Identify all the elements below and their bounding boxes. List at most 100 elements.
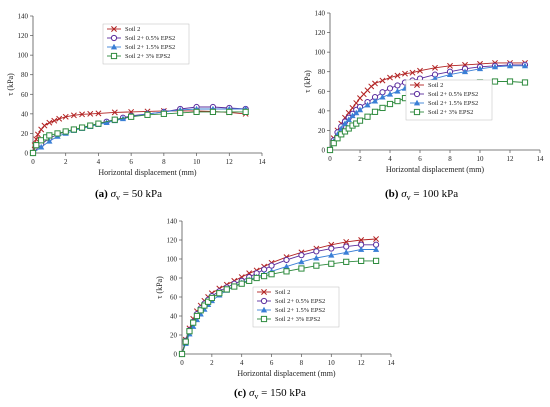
- data-point-b: [368, 83, 375, 90]
- data-point: [261, 273, 268, 280]
- data-point: [177, 109, 184, 116]
- data-point: [298, 258, 305, 265]
- y-tick-label: 140: [315, 10, 326, 18]
- data-point-b: [417, 67, 423, 74]
- legend-marker: [110, 52, 118, 60]
- data-point: [353, 109, 360, 116]
- x-tick-label: 4: [97, 158, 101, 166]
- y-tick-label: 0: [174, 351, 178, 359]
- data-point: [87, 110, 94, 117]
- data-point: [379, 104, 386, 112]
- series-eps3: [29, 108, 249, 157]
- data-point: [144, 111, 151, 118]
- data-point: [298, 252, 305, 259]
- y-tick-label: 80: [318, 68, 326, 76]
- data-point: [178, 350, 186, 358]
- legend-label: Soil 2+ 3% EPS2: [428, 109, 473, 116]
- x-axis-label: Horizontal displacement (mm): [386, 165, 485, 174]
- data-point: [364, 113, 371, 120]
- data-point-b: [345, 109, 352, 116]
- data-point-b: [387, 74, 393, 81]
- chart-panel-b: 0 20 40 60 80 100 120 140 0 2 4 6 8 10 12 14 Horizontal …: [303, 10, 544, 175]
- caption-c: (c) σv = 150 kPa: [234, 387, 306, 401]
- caption-c-sub: v: [254, 392, 259, 402]
- data-point: [95, 120, 102, 127]
- legend-marker: [260, 297, 268, 305]
- data-point: [29, 149, 37, 157]
- caption-c-label: (c): [234, 387, 247, 399]
- legend-box: [102, 23, 190, 65]
- x-tick-label: 0: [180, 359, 184, 367]
- data-point: [330, 140, 337, 147]
- x-tick-label: 14: [537, 155, 545, 163]
- y-tick-label: 20: [318, 127, 326, 135]
- chart-panel-c: 0 20 40 60 80 100 120 140 0 2 4 6 8 10 12 14 Horizontal …: [155, 218, 396, 379]
- data-point: [461, 68, 469, 75]
- data-point: [409, 69, 416, 76]
- y-tick-label: 60: [170, 294, 178, 302]
- legend-label: Soil 2+ 1.5% EPS2: [428, 100, 478, 107]
- data-point: [46, 119, 53, 126]
- x-tick-label: 2: [64, 158, 68, 166]
- x-tick-label: 4: [240, 359, 244, 367]
- data-point: [208, 294, 215, 302]
- y-tick-label: 40: [21, 110, 29, 118]
- x-tick-label: 14: [388, 359, 396, 367]
- chart-b-plot: 0 20 40 60 80 100 120 140 0 2 4 6 8 10 12 14 Horizontal …: [303, 10, 544, 175]
- data-point-b: [34, 131, 41, 138]
- legend-item: Soil 2+ 1.5% EPS2: [410, 99, 478, 107]
- y-tick-label: 140: [18, 13, 29, 21]
- legend-item: Soil 2: [107, 26, 140, 33]
- data-point-b: [432, 64, 438, 71]
- legend-marker-b: [414, 82, 420, 88]
- legend-item: Soil 2+ 3% EPS2: [107, 52, 170, 60]
- x-tick-label: 6: [418, 155, 422, 163]
- legend-marker: [413, 99, 421, 106]
- data-point: [372, 80, 378, 87]
- legend-marker: [414, 82, 420, 88]
- y-axis-label: τ (kPa): [303, 70, 312, 93]
- legend: Soil 2 Soil 2+ 0.5% EPS2 Soil 2+ 1.5% EPS2…: [102, 23, 190, 65]
- data-point-b: [353, 100, 360, 106]
- data-point-b: [447, 62, 453, 69]
- y-tick-label: 20: [21, 130, 29, 138]
- data-point: [368, 83, 375, 90]
- data-point: [242, 108, 249, 116]
- x-tick-label: 10: [477, 155, 485, 163]
- caption-a-sub: v: [116, 193, 121, 203]
- data-point: [491, 78, 499, 85]
- data-point: [446, 71, 454, 78]
- legend-label: Soil 2: [275, 289, 290, 296]
- data-point: [193, 108, 200, 116]
- data-point-b: [358, 237, 365, 243]
- data-point: [268, 262, 275, 269]
- data-point: [54, 130, 61, 137]
- x-tick-label: 0: [31, 158, 35, 166]
- y-tick-label: 0: [322, 147, 326, 155]
- data-point: [111, 116, 118, 123]
- data-point: [238, 280, 245, 287]
- chart-panel-a: 0 20 40 60 80 100 120 140 0 2 4 6 8 10 12 14 Horizontal …: [6, 13, 266, 178]
- y-tick-label: 120: [18, 32, 29, 40]
- data-point: [283, 268, 290, 275]
- caption-a-sigma: σ: [107, 188, 117, 200]
- data-point: [216, 290, 223, 297]
- data-point: [343, 249, 350, 255]
- y-tick-label: 20: [170, 332, 178, 340]
- data-point: [46, 132, 53, 139]
- caption-a-label: (a): [95, 188, 108, 200]
- y-tick-label: 100: [18, 52, 29, 60]
- y-tick-label: 100: [167, 256, 178, 264]
- data-point: [394, 72, 401, 79]
- y-tick-label: 80: [21, 71, 29, 79]
- data-point: [62, 128, 69, 135]
- y-tick-label: 40: [318, 107, 326, 115]
- data-point: [197, 307, 204, 314]
- legend-label: Soil 2: [428, 82, 443, 89]
- legend: Soil 2 Soil 2+ 0.5% EPS2 Soil 2+ 1.5% EPS2…: [252, 286, 340, 328]
- data-point-b: [373, 236, 380, 243]
- legend-box: [252, 286, 340, 328]
- data-point: [476, 65, 484, 72]
- data-point: [268, 271, 275, 278]
